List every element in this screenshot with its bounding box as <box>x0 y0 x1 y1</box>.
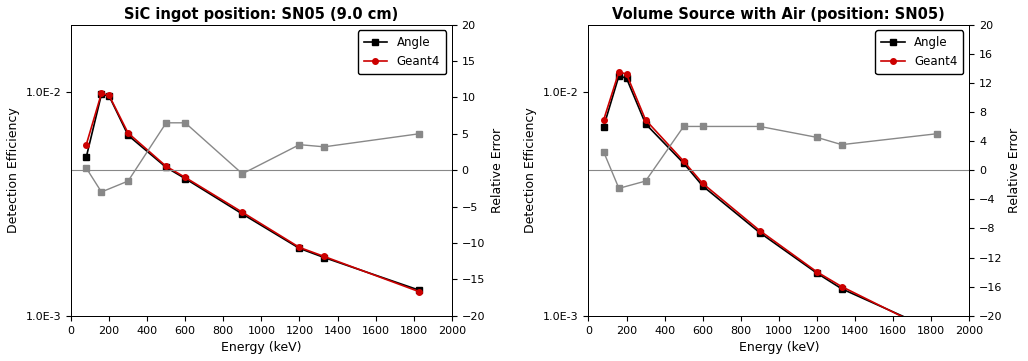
Angle <box>697 184 709 188</box>
Angle <box>930 330 943 334</box>
Geant4 <box>613 70 625 74</box>
Geant4 <box>318 254 330 258</box>
Y-axis label: Detection Efficiency: Detection Efficiency <box>7 107 20 233</box>
Angle <box>836 287 848 291</box>
Angle <box>754 231 766 235</box>
Line: Geant4: Geant4 <box>83 91 423 295</box>
Geant4 <box>293 245 305 249</box>
Geant4 <box>930 332 943 336</box>
Title: Volume Source with Air (position: SN05): Volume Source with Air (position: SN05) <box>613 7 945 22</box>
Angle <box>122 133 135 138</box>
Angle <box>677 161 690 165</box>
Geant4 <box>697 181 709 186</box>
Angle <box>236 212 249 216</box>
Angle <box>413 288 426 292</box>
Angle <box>597 125 610 129</box>
Line: Geant4: Geant4 <box>601 69 940 337</box>
Geant4 <box>413 290 426 294</box>
Title: SiC ingot position: SN05 (9.0 cm): SiC ingot position: SN05 (9.0 cm) <box>124 7 399 22</box>
Geant4 <box>620 72 632 76</box>
Geant4 <box>836 284 848 289</box>
Angle <box>293 246 305 251</box>
Legend: Angle, Geant4: Angle, Geant4 <box>358 30 446 74</box>
Angle <box>160 165 173 170</box>
Geant4 <box>677 159 690 164</box>
Line: Angle: Angle <box>83 92 423 293</box>
Geant4 <box>179 175 191 179</box>
Angle <box>811 271 823 275</box>
Geant4 <box>122 131 135 135</box>
Angle <box>613 74 625 78</box>
Geant4 <box>639 118 652 122</box>
Geant4 <box>160 164 173 169</box>
Geant4 <box>754 229 766 233</box>
Geant4 <box>597 118 610 122</box>
Line: Angle: Angle <box>601 73 940 334</box>
Geant4 <box>80 143 93 147</box>
Angle <box>318 255 330 260</box>
Angle <box>620 76 632 81</box>
Angle <box>103 94 115 98</box>
Angle <box>639 122 652 126</box>
Y-axis label: Detection Efficiency: Detection Efficiency <box>524 107 538 233</box>
Geant4 <box>236 210 249 214</box>
Geant4 <box>103 93 115 97</box>
Geant4 <box>96 91 108 96</box>
Angle <box>96 92 108 96</box>
Angle <box>179 177 191 181</box>
X-axis label: Energy (keV): Energy (keV) <box>738 341 819 354</box>
Y-axis label: Relative Error: Relative Error <box>1008 127 1021 213</box>
X-axis label: Energy (keV): Energy (keV) <box>221 341 301 354</box>
Angle <box>80 155 93 160</box>
Legend: Angle, Geant4: Angle, Geant4 <box>875 30 963 74</box>
Y-axis label: Relative Error: Relative Error <box>490 127 504 213</box>
Geant4 <box>811 270 823 274</box>
